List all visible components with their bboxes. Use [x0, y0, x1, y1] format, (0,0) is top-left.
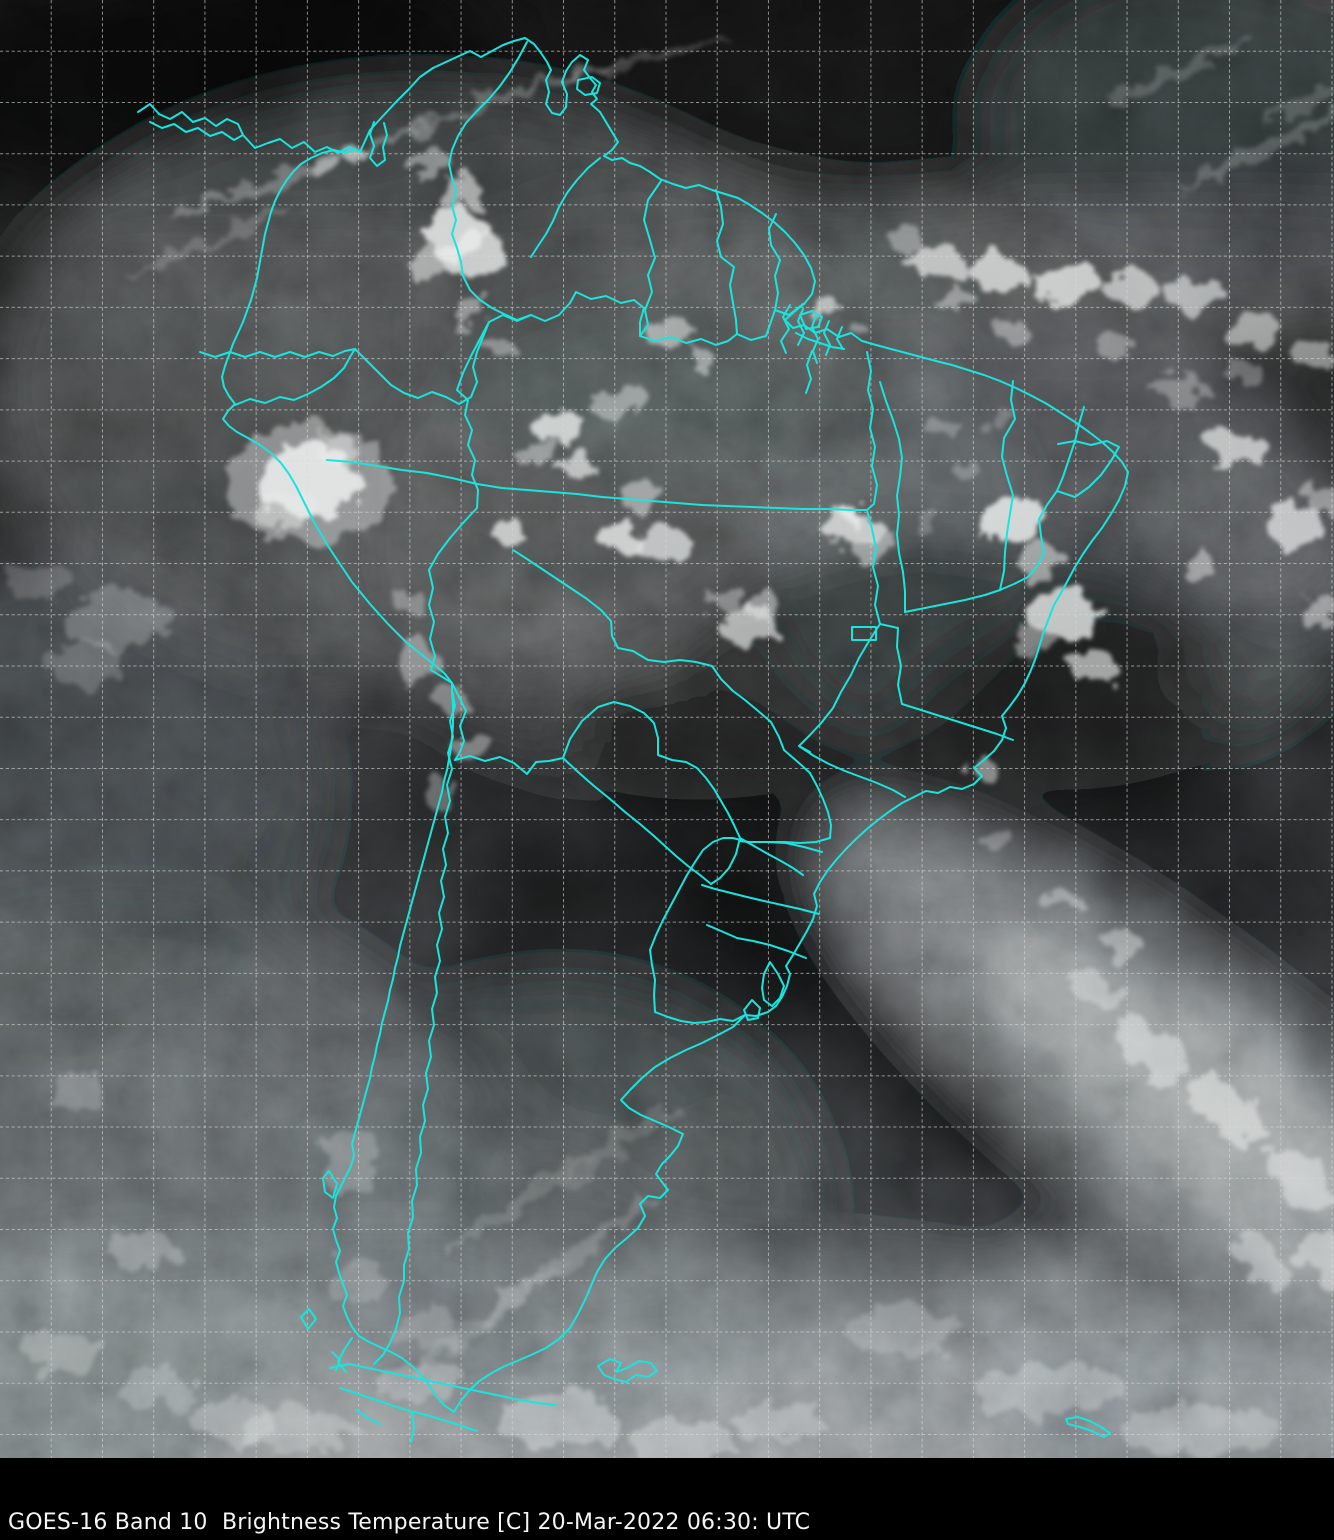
cloud-noise-high: [0, 0, 1334, 1458]
border-line: [562, 757, 741, 885]
satellite-image: [0, 0, 1334, 1458]
island-outline: [761, 961, 785, 1007]
border-line: [451, 682, 467, 761]
caption-text: GOES-16 Band 10 Brightness Temperature […: [8, 1509, 811, 1535]
border-line: [373, 689, 456, 1365]
border-line: [999, 380, 1016, 591]
border-line: [562, 701, 741, 839]
south-america-coastline: [221, 37, 1129, 1413]
border-line: [649, 949, 656, 1013]
border-line: [654, 1011, 746, 1024]
border-line: [866, 351, 881, 625]
border-line: [701, 884, 820, 915]
border-line: [739, 837, 804, 876]
border-line: [428, 569, 453, 684]
island-outline: [576, 76, 601, 96]
river-line: [805, 350, 813, 394]
river-line: [530, 157, 601, 258]
border-line: [768, 213, 781, 311]
border-line: [331, 1337, 381, 1425]
border-line: [715, 189, 738, 335]
island-outline: [1065, 1416, 1111, 1438]
island-outline: [300, 1308, 317, 1330]
border-line: [649, 837, 741, 951]
graticule-grid: [0, 0, 1334, 1458]
border-line: [706, 924, 807, 959]
island-outline: [743, 999, 761, 1021]
border-line: [354, 314, 532, 405]
island-outline: [597, 1358, 658, 1383]
border-line: [512, 549, 811, 774]
border-line: [798, 623, 906, 798]
border-line: [234, 348, 356, 406]
island-outline: [799, 310, 823, 330]
river-line: [836, 326, 844, 350]
border-line: [639, 180, 662, 337]
border-line: [326, 459, 868, 511]
border-line: [339, 1387, 415, 1443]
border-line: [879, 381, 906, 613]
border-line: [413, 1411, 478, 1432]
border-line: [879, 623, 1014, 741]
river-line: [811, 314, 819, 364]
river-line: [797, 308, 805, 346]
border-line: [904, 518, 1045, 613]
border-line: [454, 755, 564, 775]
island-outline: [322, 1170, 338, 1199]
river-line: [823, 320, 831, 356]
caption-bar: GOES-16 Band 10 Brightness Temperature […: [0, 1458, 1334, 1540]
map-outlines: [137, 37, 1129, 1443]
border-line: [329, 1363, 557, 1406]
border-line: [851, 626, 877, 641]
border-line: [575, 291, 804, 346]
border-line: [199, 348, 356, 358]
border-line: [1038, 406, 1120, 520]
border-line: [428, 321, 490, 571]
river-line: [795, 332, 845, 350]
panama-coastline: [137, 103, 388, 167]
border-line: [739, 840, 823, 853]
